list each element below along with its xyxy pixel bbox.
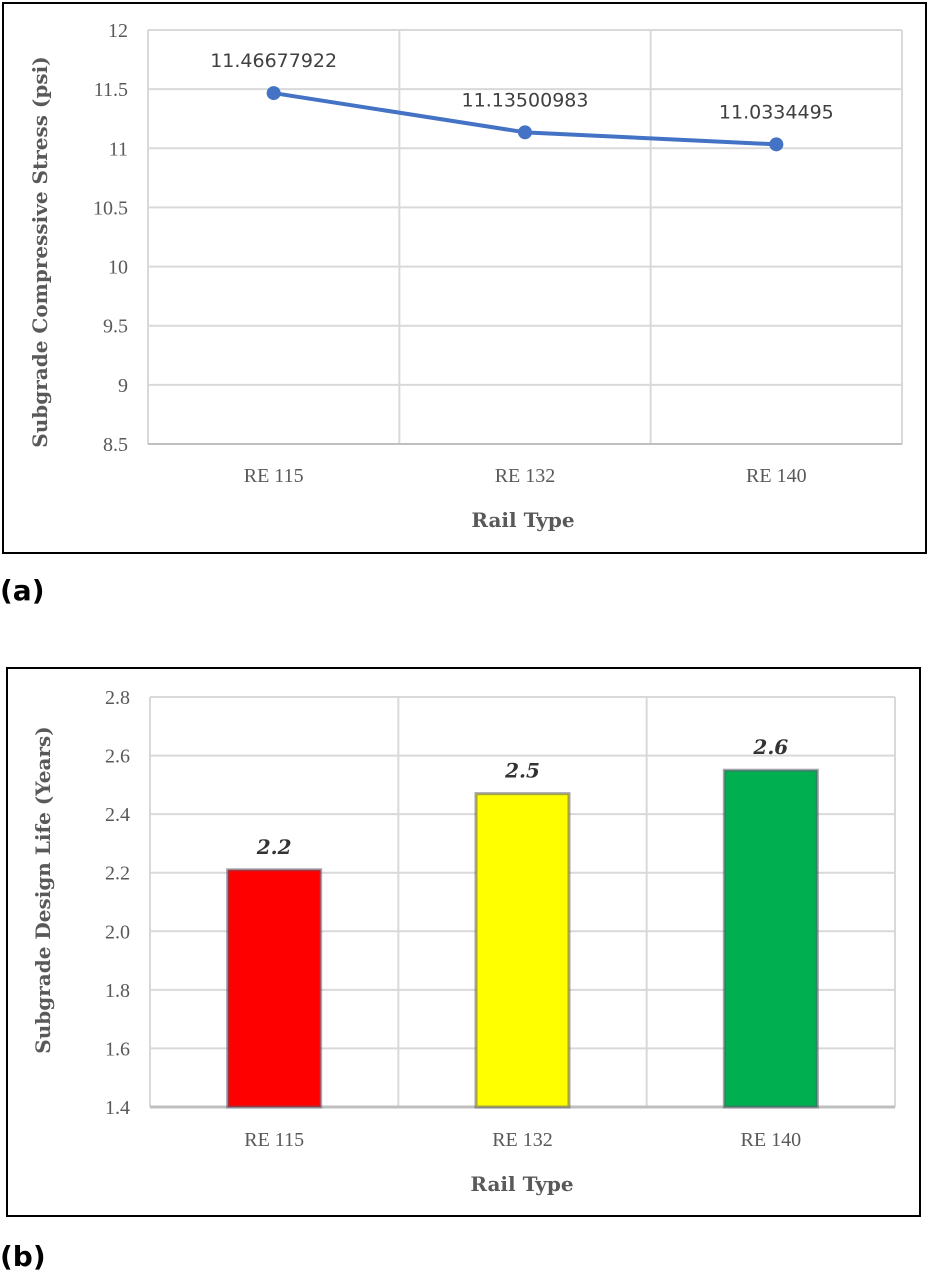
chart-b-xtick: RE 140 <box>741 1129 802 1151</box>
chart-b-ytick: 1.4 <box>105 1097 130 1119</box>
chart-a-ylabel: Subgrade Compressive Stress (psi) <box>28 56 52 447</box>
chart-a-ytick: 9 <box>118 375 128 397</box>
chart-a-ytick: 12 <box>108 20 128 42</box>
chart-b-data-label: 2.2 <box>256 835 292 859</box>
chart-a-ytick: 9.5 <box>103 316 128 338</box>
chart-a-frame <box>2 2 927 554</box>
chart-a-xlabel: Rail Type <box>471 508 574 532</box>
chart-a-data-label: 11.0334495 <box>719 101 834 123</box>
chart-a-ytick: 11 <box>109 138 128 160</box>
chart-a-xtick: RE 140 <box>746 465 807 487</box>
chart-b-data-label: 2.6 <box>752 735 788 759</box>
chart-a-ytick: 11.5 <box>94 79 128 101</box>
chart-b-xlabel: Rail Type <box>470 1172 573 1196</box>
chart-b-ytick: 2.8 <box>105 687 130 709</box>
panel-label-a: (a) <box>0 574 45 607</box>
chart-b-ytick: 2.4 <box>105 804 130 826</box>
chart-b-xtick: RE 132 <box>492 1129 553 1151</box>
chart-a-point <box>769 137 784 152</box>
chart-a-ytick: 10.5 <box>93 197 128 219</box>
chart-a-point <box>518 125 532 140</box>
chart-a-xtick: RE 115 <box>244 465 304 487</box>
chart-b-data-label: 2.5 <box>504 759 540 783</box>
chart-b-xtick: RE 115 <box>244 1129 304 1151</box>
chart-a-data-label: 11.13500983 <box>462 89 589 111</box>
chart-b-ytick: 2.6 <box>105 746 130 768</box>
chart-b-ylabel: Subgrade Design Life (Years) <box>31 726 55 1053</box>
chart-b-bar <box>722 768 819 1109</box>
chart-a-point <box>266 86 281 101</box>
chart-b-bar <box>226 868 323 1109</box>
chart-b-ytick: 2.0 <box>105 921 130 943</box>
chart-b-ytick: 1.8 <box>105 980 130 1002</box>
chart-a-ytick: 8.5 <box>103 434 128 456</box>
chart-b-ytick: 1.6 <box>105 1038 130 1060</box>
panel-label-b: (b) <box>0 1240 46 1273</box>
chart-a-ytick: 10 <box>108 257 128 279</box>
chart-a-data-label: 11.46677922 <box>210 50 337 72</box>
chart-a-xtick: RE 132 <box>495 465 556 487</box>
chart-b-bar <box>474 792 571 1109</box>
chart-b-ytick: 2.2 <box>105 863 130 885</box>
